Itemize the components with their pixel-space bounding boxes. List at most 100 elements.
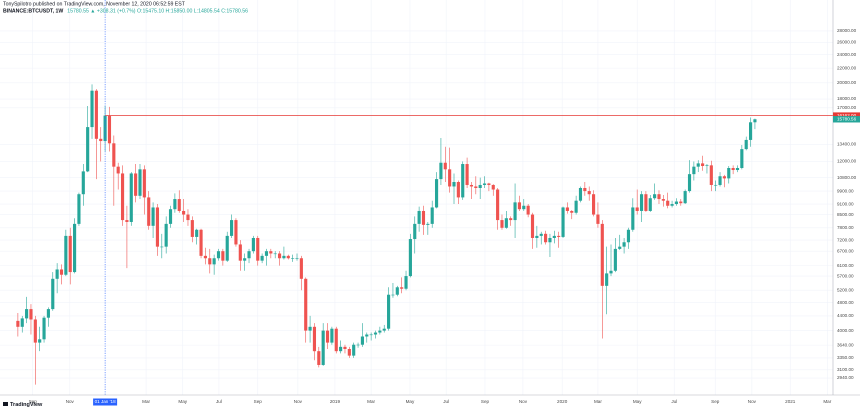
- candle-body: [421, 210, 426, 225]
- candle-body: [395, 287, 399, 295]
- x-tick-label: Jul: [671, 399, 677, 404]
- candle-body: [522, 205, 526, 210]
- y-tick-label: 24000.00: [837, 52, 857, 57]
- candle-body: [221, 251, 225, 261]
- candle-body: [295, 258, 299, 259]
- candle-body: [68, 235, 72, 273]
- last-price-bg: [833, 116, 860, 123]
- y-tick-label: 26000.00: [837, 40, 857, 45]
- candle-body: [426, 223, 430, 225]
- candle-body: [513, 202, 517, 221]
- candle-body: [304, 278, 308, 331]
- candle-body: [648, 198, 652, 211]
- candle-body: [701, 163, 705, 167]
- candle-body: [574, 200, 578, 213]
- candle-body: [561, 207, 565, 237]
- candle-body: [705, 165, 709, 167]
- candle-body: [491, 184, 495, 190]
- candle-body: [587, 191, 591, 195]
- candle-body: [517, 202, 521, 210]
- candle-body: [500, 220, 504, 228]
- candle-body: [317, 351, 321, 365]
- y-tick-label: 10800.00: [837, 175, 857, 180]
- candle-body: [709, 165, 713, 185]
- candle-body: [552, 235, 556, 238]
- candle-body: [25, 309, 29, 319]
- x-tick-label: 2021: [785, 399, 796, 404]
- y-tick-label: 18000.00: [837, 96, 857, 101]
- candle-body: [120, 173, 125, 221]
- y-tick-label: 2940.00: [837, 375, 854, 380]
- candle-body: [282, 255, 286, 259]
- candle-body: [125, 220, 129, 222]
- candle-body: [339, 346, 343, 352]
- candle-body: [404, 276, 408, 289]
- candle-body: [147, 197, 151, 226]
- x-tick-label: Nov: [66, 399, 75, 404]
- candle-body: [674, 201, 679, 205]
- candle-body: [631, 207, 635, 230]
- candle-body: [605, 273, 609, 286]
- candle-body: [544, 233, 548, 243]
- candle-body: [273, 253, 277, 255]
- x-tick-label: Mar: [823, 399, 831, 404]
- candle-body: [487, 183, 491, 185]
- candle-body: [666, 200, 670, 206]
- symbol: BINANCE:BTCUSDT, 1W: [3, 8, 63, 14]
- last-price-label: 15780.56: [837, 116, 857, 121]
- y-tick-label: 17000.00: [837, 105, 857, 110]
- y-tick-label: 9900.00: [837, 188, 854, 193]
- y-tick-label: 28000.00: [837, 28, 857, 33]
- candle-body: [55, 269, 59, 279]
- candle-body: [325, 330, 330, 343]
- x-tick-label: May: [633, 399, 642, 404]
- candle-body: [142, 169, 146, 198]
- candle-body: [657, 194, 661, 200]
- candle-body: [679, 201, 683, 204]
- crosshair-label-bg: [93, 398, 118, 406]
- candle-body: [387, 294, 391, 329]
- candle-body: [456, 182, 460, 198]
- candle-body: [81, 171, 85, 195]
- y-tick-label: 6700.00: [837, 248, 854, 253]
- candle-body: [744, 139, 748, 150]
- x-tick-label: Sep: [481, 399, 490, 404]
- candle-body: [591, 194, 596, 215]
- candle-body: [539, 233, 543, 236]
- y-tick-label: 4400.00: [837, 313, 854, 318]
- candle-body: [722, 176, 726, 179]
- candle-body: [190, 220, 194, 237]
- candle-body: [644, 194, 648, 211]
- candle-body: [626, 229, 631, 243]
- logo-group: TradingView: [3, 402, 43, 408]
- candle-body: [260, 255, 264, 261]
- candle-body: [696, 163, 700, 167]
- logo: TradingView: [10, 402, 43, 408]
- candle-body: [90, 90, 94, 128]
- candle-body: [408, 239, 412, 277]
- candle-body: [347, 348, 351, 356]
- candle-body: [352, 344, 356, 356]
- candle-body: [195, 229, 199, 237]
- y-tick-label: 13400.00: [837, 142, 857, 147]
- candle-body: [753, 119, 757, 123]
- candle-body: [164, 223, 168, 247]
- candle-body: [155, 207, 160, 247]
- candle-body: [735, 167, 740, 171]
- candle-body: [509, 218, 513, 221]
- candle-body: [600, 223, 604, 286]
- candle-body: [731, 167, 735, 171]
- candle-body: [116, 166, 120, 174]
- candle-body: [243, 258, 247, 261]
- candle-body: [238, 244, 242, 261]
- x-tick-label: 2020: [557, 399, 568, 404]
- candle-body: [203, 255, 207, 259]
- candle-body: [330, 328, 334, 343]
- candle-body: [461, 164, 465, 198]
- candle-body: [692, 166, 696, 175]
- candle-body: [256, 237, 260, 261]
- candle-body: [391, 294, 395, 296]
- x-tick-label: Nov: [294, 399, 303, 404]
- candle-body: [382, 328, 386, 331]
- candle-body: [622, 242, 626, 247]
